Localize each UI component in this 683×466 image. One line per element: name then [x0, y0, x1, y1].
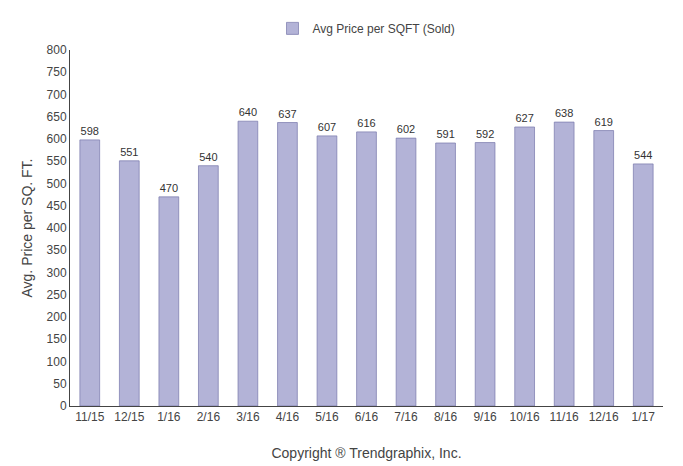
svg-text:Avg. Price per SQ. FT.: Avg. Price per SQ. FT.: [19, 158, 35, 297]
svg-text:200: 200: [47, 310, 67, 324]
svg-text:250: 250: [47, 288, 67, 302]
svg-text:592: 592: [476, 128, 494, 140]
svg-text:3/16: 3/16: [236, 410, 260, 424]
svg-text:650: 650: [47, 110, 67, 124]
svg-text:607: 607: [318, 121, 336, 133]
svg-text:598: 598: [81, 125, 99, 137]
svg-text:150: 150: [47, 332, 67, 346]
svg-text:2/16: 2/16: [197, 410, 221, 424]
svg-text:400: 400: [47, 221, 67, 235]
svg-text:1/17: 1/17: [632, 410, 656, 424]
svg-text:11/15: 11/15: [75, 410, 104, 424]
svg-text:800: 800: [47, 43, 67, 57]
svg-text:5/16: 5/16: [315, 410, 339, 424]
svg-text:300: 300: [47, 266, 67, 280]
svg-text:544: 544: [634, 149, 652, 161]
svg-text:450: 450: [47, 199, 67, 213]
svg-text:7/16: 7/16: [394, 410, 418, 424]
svg-text:9/16: 9/16: [473, 410, 497, 424]
svg-text:640: 640: [239, 106, 257, 118]
svg-text:100: 100: [47, 355, 67, 369]
svg-text:1/16: 1/16: [157, 410, 181, 424]
svg-text:619: 619: [595, 116, 613, 128]
svg-text:616: 616: [357, 117, 375, 129]
svg-text:350: 350: [47, 243, 67, 257]
svg-text:0: 0: [60, 399, 67, 413]
svg-text:470: 470: [160, 182, 178, 194]
svg-text:4/16: 4/16: [276, 410, 300, 424]
svg-text:540: 540: [199, 151, 217, 163]
svg-text:500: 500: [47, 177, 67, 191]
svg-text:600: 600: [47, 132, 67, 146]
svg-text:12/16: 12/16: [589, 410, 619, 424]
svg-text:602: 602: [397, 123, 415, 135]
svg-text:8/16: 8/16: [434, 410, 458, 424]
svg-text:550: 550: [47, 154, 67, 168]
svg-text:637: 637: [278, 108, 296, 120]
svg-text:10/16: 10/16: [510, 410, 540, 424]
svg-text:6/16: 6/16: [355, 410, 379, 424]
svg-text:551: 551: [120, 146, 138, 158]
svg-text:750: 750: [47, 65, 67, 79]
svg-text:Copyright ® Trendgraphix, Inc.: Copyright ® Trendgraphix, Inc.: [271, 445, 461, 461]
svg-text:Avg Price per SQFT (Sold): Avg Price per SQFT (Sold): [313, 22, 455, 36]
svg-text:591: 591: [436, 128, 454, 140]
svg-text:700: 700: [47, 88, 67, 102]
svg-text:638: 638: [555, 107, 573, 119]
svg-text:50: 50: [53, 377, 67, 391]
svg-text:12/15: 12/15: [114, 410, 144, 424]
svg-text:627: 627: [515, 112, 533, 124]
svg-text:11/16: 11/16: [550, 410, 579, 424]
